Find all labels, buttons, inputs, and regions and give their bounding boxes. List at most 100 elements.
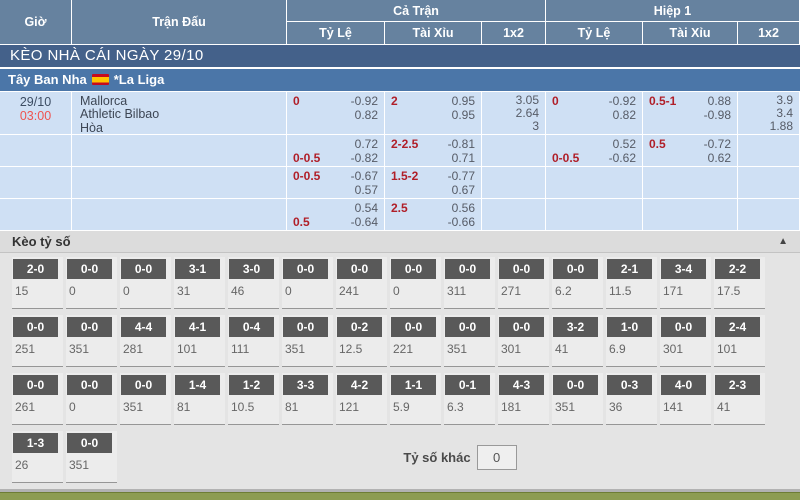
score-odds-cell[interactable]: 0-0 251 bbox=[12, 315, 63, 368]
h1-overunder-cell[interactable] bbox=[643, 166, 738, 198]
score-odds-cell[interactable]: 0-0 0 bbox=[66, 257, 117, 310]
score-odds-cell[interactable]: 0-0 351 bbox=[444, 315, 495, 368]
score-odds-cell[interactable]: 3-4 171 bbox=[660, 257, 711, 310]
score-odds-value: 31 bbox=[177, 284, 191, 299]
score-label: 0-0 bbox=[553, 259, 598, 280]
odds-rows: 29/10 03:00 Mallorca Athletic Bilbao Hòa 0 -0.… bbox=[0, 91, 800, 231]
collapse-arrow-icon[interactable]: ▲ bbox=[778, 236, 788, 248]
score-odds-cell[interactable]: 0-3 36 bbox=[606, 373, 657, 426]
ft-1x2-cell[interactable] bbox=[482, 166, 546, 198]
score-odds-cell[interactable]: 0-0 351 bbox=[552, 373, 603, 426]
score-odds-cell[interactable]: 0-1 6.3 bbox=[444, 373, 495, 426]
h1-1x2-cell[interactable] bbox=[738, 134, 800, 166]
other-score-input[interactable] bbox=[476, 444, 517, 470]
score-odds-value: 311 bbox=[447, 284, 467, 299]
match-date: 29/10 bbox=[19, 94, 52, 109]
score-odds-cell[interactable]: 0-0 351 bbox=[66, 431, 117, 484]
score-odds-cell[interactable]: 2-0 15 bbox=[12, 257, 63, 310]
score-odds-cell[interactable]: 0-0 0 bbox=[66, 373, 117, 426]
score-odds-cell[interactable]: 0-0 301 bbox=[498, 315, 549, 368]
score-odds-cell[interactable]: 0-4 111 bbox=[228, 315, 279, 368]
score-odds-cell[interactable]: 1-3 26 bbox=[12, 431, 63, 484]
match-time-cell bbox=[0, 134, 72, 166]
score-odds-cell[interactable]: 2-1 11.5 bbox=[606, 257, 657, 310]
h1-overunder-cell[interactable]: 0.5 -0.72 0.62 bbox=[643, 134, 738, 166]
ft-overunder-cell[interactable]: 2 0.95 0.95 bbox=[385, 91, 482, 134]
score-label: 3-2 bbox=[553, 317, 598, 338]
score-odds-cell[interactable]: 3-3 81 bbox=[282, 373, 333, 426]
score-odds-value: 101 bbox=[177, 342, 198, 357]
score-odds-cell[interactable]: 0-0 221 bbox=[390, 315, 441, 368]
score-odds-cell[interactable]: 0-0 261 bbox=[12, 373, 63, 426]
ft-overunder-cell[interactable]: 1.5-2 -0.77 0.67 bbox=[385, 166, 482, 198]
score-odds-cell[interactable]: 0-0 351 bbox=[66, 315, 117, 368]
score-odds-cell[interactable]: 0-0 0 bbox=[120, 257, 171, 310]
odds-line: 0.82 bbox=[546, 108, 642, 122]
h1-rate-cell[interactable]: 0 -0.92 0.82 bbox=[546, 91, 643, 134]
odds-line: 0-0.5 -0.82 bbox=[287, 151, 384, 165]
score-odds-cell[interactable]: 0-0 351 bbox=[282, 315, 333, 368]
match-teams-cell[interactable] bbox=[72, 134, 287, 166]
h1-rate-cell[interactable]: 0.52 0-0.5 -0.62 bbox=[546, 134, 643, 166]
ft-rate-cell[interactable]: 0.72 0-0.5 -0.82 bbox=[287, 134, 385, 166]
score-odds-cell[interactable]: 0-2 12.5 bbox=[336, 315, 387, 368]
ft-1x2-cell[interactable] bbox=[482, 198, 546, 230]
h1-1x2-cell[interactable] bbox=[738, 166, 800, 198]
ft-overunder-cell[interactable]: 2.5 0.56 -0.66 bbox=[385, 198, 482, 230]
h1-overunder-cell[interactable] bbox=[643, 198, 738, 230]
score-odds-value: 221 bbox=[393, 342, 414, 357]
score-odds-cell[interactable]: 2-3 41 bbox=[714, 373, 765, 426]
match-teams-cell[interactable] bbox=[72, 198, 287, 230]
score-odds-cell[interactable]: 0-0 351 bbox=[120, 373, 171, 426]
odds-line: 0.54 bbox=[287, 201, 384, 215]
score-odds-cell[interactable]: 0-0 241 bbox=[336, 257, 387, 310]
score-odds-cell[interactable]: 4-3 181 bbox=[498, 373, 549, 426]
score-odds-cell[interactable]: 3-2 41 bbox=[552, 315, 603, 368]
score-odds-value: 351 bbox=[69, 342, 90, 357]
ft-rate-cell[interactable]: 0 -0.92 0.82 bbox=[287, 91, 385, 134]
score-odds-cell[interactable]: 3-1 31 bbox=[174, 257, 225, 310]
odds-line: 0 -0.92 bbox=[287, 94, 384, 108]
odds-value: 0.56 bbox=[451, 200, 475, 215]
h1-rate-cell[interactable] bbox=[546, 166, 643, 198]
next-section-strip bbox=[0, 492, 800, 500]
ft-rate-cell[interactable]: 0.54 0.5 -0.64 bbox=[287, 198, 385, 230]
score-label: 0-0 bbox=[67, 375, 112, 396]
h1-overunder-cell[interactable]: 0.5-1 0.88 -0.98 bbox=[643, 91, 738, 134]
score-odds-cell[interactable]: 0-0 311 bbox=[444, 257, 495, 310]
score-odds-cell[interactable]: 4-1 101 bbox=[174, 315, 225, 368]
ft-1x2-cell[interactable] bbox=[482, 134, 546, 166]
other-score-label: Tỷ số khác bbox=[403, 449, 471, 465]
h1-rate-cell[interactable] bbox=[546, 198, 643, 230]
score-odds-cell[interactable]: 0-0 6.2 bbox=[552, 257, 603, 310]
score-odds-cell[interactable]: 0-0 0 bbox=[390, 257, 441, 310]
score-odds-cell[interactable]: 2-2 17.5 bbox=[714, 257, 765, 310]
odds-line: 0.5 -0.64 bbox=[287, 215, 384, 229]
ft-overunder-cell[interactable]: 2-2.5 -0.81 0.71 bbox=[385, 134, 482, 166]
score-odds-cell[interactable]: 4-0 141 bbox=[660, 373, 711, 426]
score-label: 0-4 bbox=[229, 317, 274, 338]
score-odds-cell[interactable]: 4-4 281 bbox=[120, 315, 171, 368]
score-odds-cell[interactable]: 0-0 271 bbox=[498, 257, 549, 310]
score-odds-cell[interactable]: 0-0 301 bbox=[660, 315, 711, 368]
ft-1x2-cell[interactable]: 3.05 2.64 3 bbox=[482, 91, 546, 134]
match-teams-cell[interactable]: Mallorca Athletic Bilbao Hòa bbox=[72, 91, 287, 134]
score-odds-cell[interactable]: 1-1 5.9 bbox=[390, 373, 441, 426]
odds-line: 0.82 bbox=[287, 108, 384, 122]
score-odds-cell[interactable]: 1-0 6.9 bbox=[606, 315, 657, 368]
score-odds-value: 0 bbox=[285, 284, 292, 299]
score-odds-cell[interactable]: 0-0 0 bbox=[282, 257, 333, 310]
h1-1x2-cell[interactable]: 3.9 3.4 1.88 bbox=[738, 91, 800, 134]
ft-rate-cell[interactable]: 0-0.5 -0.67 0.57 bbox=[287, 166, 385, 198]
odds-line: -0.66 bbox=[385, 215, 481, 229]
odds-value: -0.82 bbox=[350, 150, 378, 165]
odds-line: 2-2.5 -0.81 bbox=[385, 137, 481, 151]
score-label: 2-0 bbox=[13, 259, 58, 280]
score-odds-cell[interactable]: 2-4 101 bbox=[714, 315, 765, 368]
score-odds-cell[interactable]: 4-2 121 bbox=[336, 373, 387, 426]
match-teams-cell[interactable] bbox=[72, 166, 287, 198]
score-odds-cell[interactable]: 3-0 46 bbox=[228, 257, 279, 310]
score-odds-cell[interactable]: 1-4 81 bbox=[174, 373, 225, 426]
h1-1x2-cell[interactable] bbox=[738, 198, 800, 230]
score-odds-cell[interactable]: 1-2 10.5 bbox=[228, 373, 279, 426]
